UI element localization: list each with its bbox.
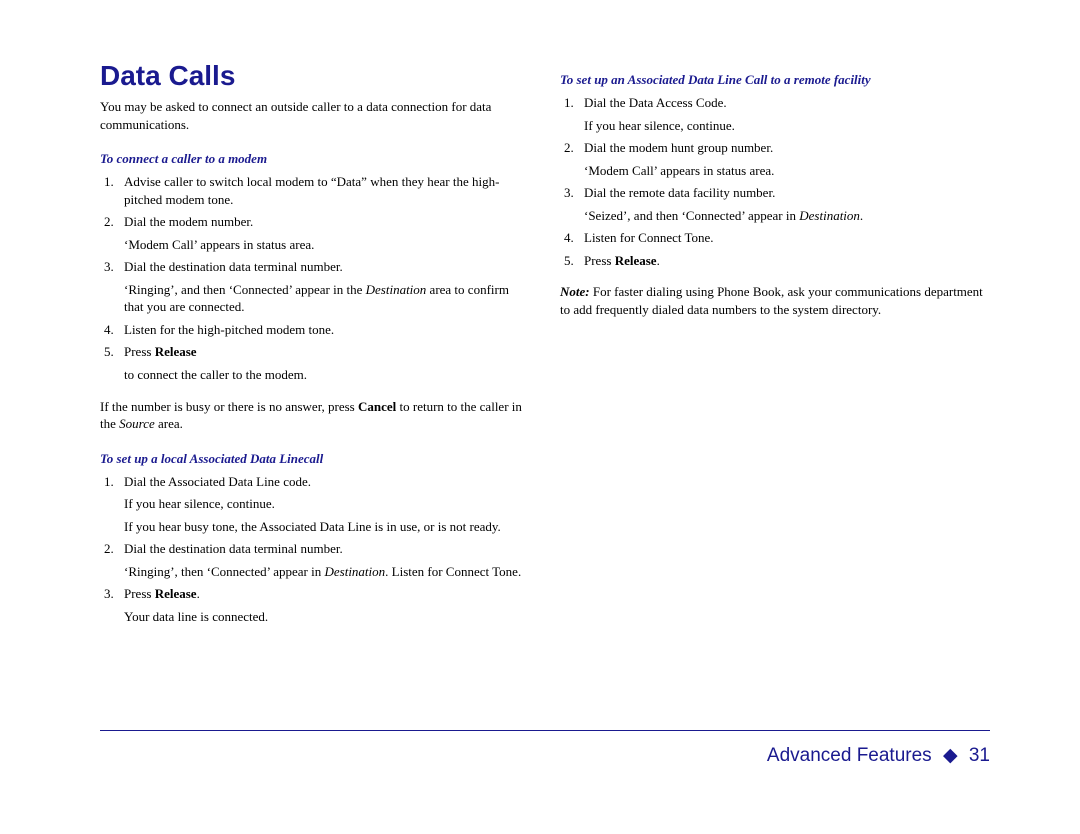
footer-rule: [100, 730, 990, 731]
list-item-sub: ‘Seized’, and then ‘Connected’ appear in…: [584, 207, 990, 225]
two-column-layout: Data Calls You may be asked to connect a…: [100, 60, 990, 639]
list-item: Listen for the high-pitched modem tone.: [100, 321, 530, 339]
section3-list: Dial the Data Access Code.If you hear si…: [560, 94, 990, 269]
section1-list: Advise caller to switch local modem to “…: [100, 173, 530, 383]
page-body: Data Calls You may be asked to connect a…: [0, 0, 1080, 639]
list-item: Listen for Connect Tone.: [560, 229, 990, 247]
diamond-icon: ◆: [943, 744, 958, 767]
section3-note: Note: For faster dialing using Phone Boo…: [560, 283, 990, 318]
list-item-sub: ‘Modem Call’ appears in status area.: [124, 236, 530, 254]
list-item-sub: If you hear busy tone, the Associated Da…: [124, 518, 530, 536]
list-item-sub: ‘Modem Call’ appears in status area.: [584, 162, 990, 180]
section1-note: If the number is busy or there is no ans…: [100, 398, 530, 433]
footer-page-number: 31: [969, 745, 990, 766]
section2-heading: To set up a local Associated Data Lineca…: [100, 451, 530, 467]
list-item: Dial the Associated Data Line code.If yo…: [100, 473, 530, 536]
list-item-sub: Your data line is connected.: [124, 608, 530, 626]
footer: Advanced Features ◆ 31: [767, 744, 990, 767]
list-item: Dial the destination data terminal numbe…: [100, 540, 530, 580]
list-item: Dial the modem number.‘Modem Call’ appea…: [100, 213, 530, 253]
list-item: Advise caller to switch local modem to “…: [100, 173, 530, 208]
list-item: Press Release.Your data line is connecte…: [100, 585, 530, 625]
list-item: Dial the Data Access Code.If you hear si…: [560, 94, 990, 134]
intro-paragraph: You may be asked to connect an outside c…: [100, 98, 530, 133]
right-column: To set up an Associated Data Line Call t…: [560, 60, 990, 639]
section3-heading: To set up an Associated Data Line Call t…: [560, 72, 990, 88]
list-item-sub: If you hear silence, continue.: [124, 495, 530, 513]
list-item-sub: ‘Ringing’, then ‘Connected’ appear in De…: [124, 563, 530, 581]
page-title: Data Calls: [100, 60, 530, 92]
list-item-sub: If you hear silence, continue.: [584, 117, 990, 135]
list-item: Dial the destination data terminal numbe…: [100, 258, 530, 316]
section2-list: Dial the Associated Data Line code.If yo…: [100, 473, 530, 626]
list-item: Dial the remote data facility number.‘Se…: [560, 184, 990, 224]
list-item-sub: to connect the caller to the modem.: [124, 366, 530, 384]
footer-section-label: Advanced Features: [767, 745, 932, 766]
list-item-sub: ‘Ringing’, and then ‘Connected’ appear i…: [124, 281, 530, 316]
list-item: Press Release.: [560, 252, 990, 270]
list-item: Dial the modem hunt group number.‘Modem …: [560, 139, 990, 179]
section1-heading: To connect a caller to a modem: [100, 151, 530, 167]
list-item: Press Releaseto connect the caller to th…: [100, 343, 530, 383]
left-column: Data Calls You may be asked to connect a…: [100, 60, 530, 639]
